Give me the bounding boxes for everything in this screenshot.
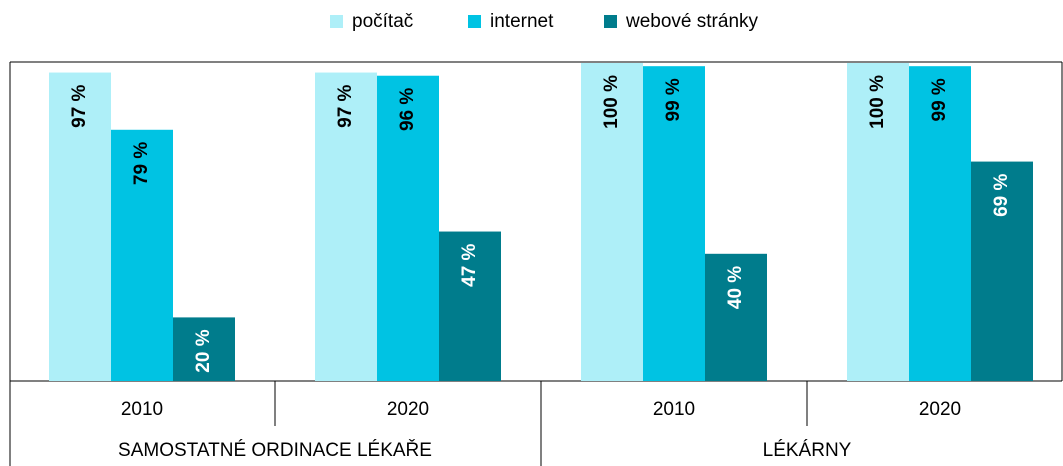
data-label: 79 %: [131, 142, 152, 185]
data-label: 97 %: [335, 84, 356, 127]
bar: [705, 253, 767, 381]
bar: [643, 66, 705, 382]
x-tick-label: 2010: [653, 399, 695, 420]
bar: [377, 75, 439, 381]
group-label: SAMOSTATNÉ ORDINACE LÉKAŘE: [118, 439, 432, 461]
legend-swatch: [468, 15, 481, 28]
data-label: 99 %: [929, 78, 950, 121]
legend-label: internet: [490, 11, 554, 32]
bar: [971, 161, 1033, 381]
data-label: 97 %: [69, 84, 90, 127]
legend-label: počítač: [352, 11, 413, 32]
bar: [315, 72, 377, 381]
legend-swatch: [604, 15, 617, 28]
data-label: 99 %: [663, 78, 684, 121]
bar: [49, 72, 111, 381]
bar: [847, 63, 909, 381]
bar: [909, 66, 971, 382]
data-label: 40 %: [725, 266, 746, 309]
x-tick-label: 2020: [387, 399, 429, 420]
legend-swatch: [330, 15, 343, 28]
data-label: 100 %: [867, 75, 888, 129]
group-label: LÉKÁRNY: [763, 440, 852, 461]
bar: [111, 129, 173, 381]
data-label: 69 %: [991, 173, 1012, 216]
bar: [173, 317, 235, 381]
data-label: 20 %: [193, 329, 214, 372]
legend-label: webové stránky: [625, 11, 759, 32]
data-label: 47 %: [459, 243, 480, 286]
x-tick-label: 2010: [121, 399, 163, 420]
bar: [439, 231, 501, 381]
data-label: 96 %: [397, 88, 418, 131]
bar: [581, 63, 643, 381]
data-label: 100 %: [601, 75, 622, 129]
x-tick-label: 2020: [919, 399, 961, 420]
